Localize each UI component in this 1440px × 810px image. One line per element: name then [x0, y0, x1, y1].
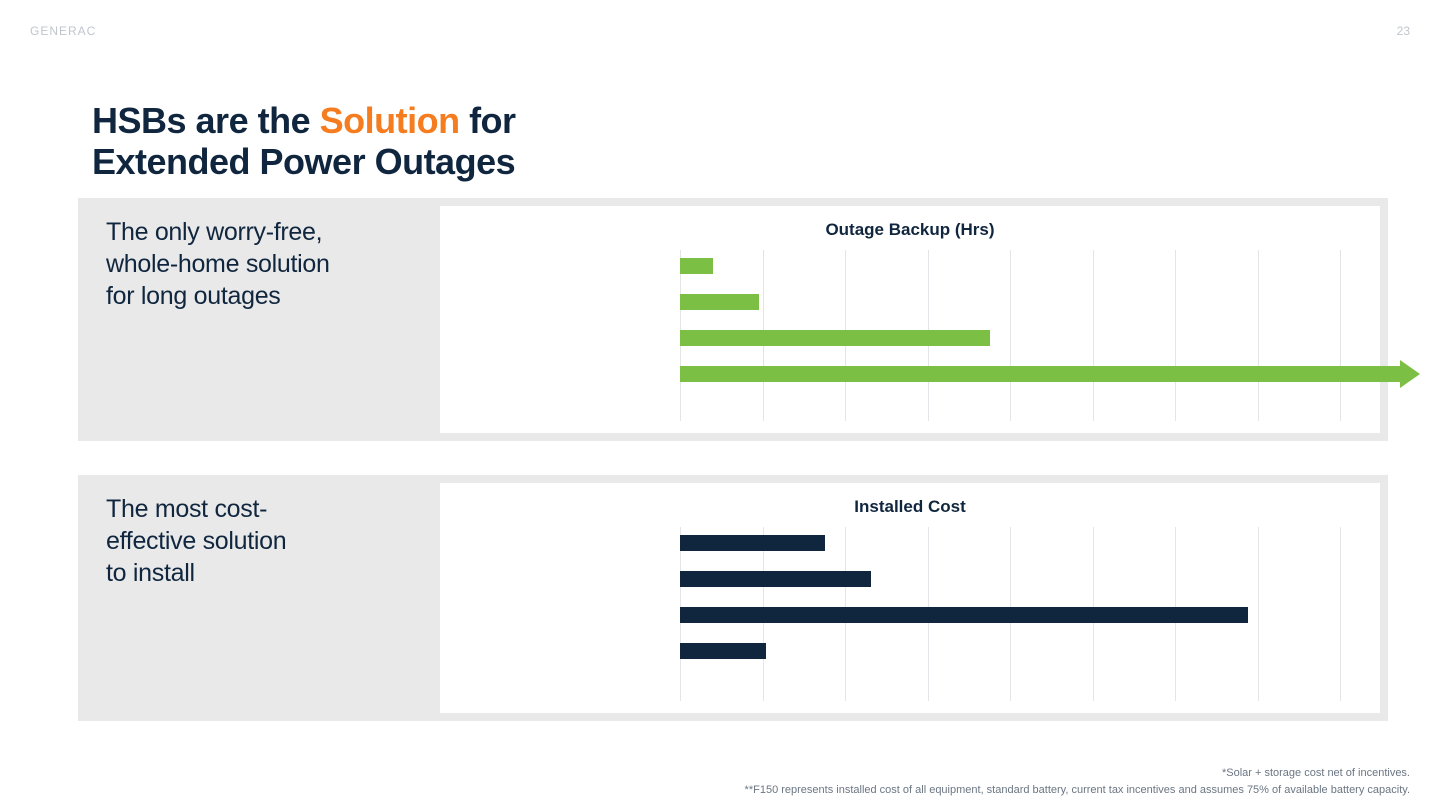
panel-cost-line3: to install [106, 559, 195, 587]
chart-outage-title: Outage Backup (Hrs) [440, 220, 1380, 240]
chart-gridline [1093, 250, 1094, 421]
chart-bar [680, 330, 990, 346]
panel-cost: The most cost- effective solution to ins… [78, 475, 1388, 721]
chart-bar [680, 643, 766, 659]
title-line2: Extended Power Outages [92, 141, 515, 182]
chart-gridline [1175, 250, 1176, 421]
chart-cost-area [440, 527, 1380, 701]
title-prefix: HSBs are the [92, 100, 320, 141]
panel-outage-text: The only worry-free, whole-home solution… [106, 216, 330, 312]
chart-cost: Installed Cost [440, 483, 1380, 713]
panel-outage-line1: The only worry-free, [106, 218, 322, 246]
panel-cost-line1: The most cost- [106, 495, 267, 523]
footnotes: *Solar + storage cost net of incentives.… [745, 765, 1410, 800]
slide-page: GENERAC 23 HSBs are the Solution for Ext… [0, 0, 1440, 810]
chart-outage-area [440, 250, 1380, 421]
page-number: 23 [1397, 24, 1410, 38]
panel-cost-text: The most cost- effective solution to ins… [106, 493, 286, 589]
panel-cost-line2: effective solution [106, 527, 286, 555]
panel-outage: The only worry-free, whole-home solution… [78, 198, 1388, 441]
brand-label: GENERAC [30, 24, 96, 38]
arrow-head-icon [1400, 360, 1420, 388]
title-accent: Solution [320, 100, 460, 141]
chart-cost-title: Installed Cost [440, 497, 1380, 517]
panel-outage-line2: whole-home solution [106, 250, 330, 278]
chart-bar [680, 535, 825, 551]
chart-bar [680, 258, 713, 274]
chart-gridline [1258, 250, 1259, 421]
chart-gridline [1340, 250, 1341, 421]
panel-outage-line3: for long outages [106, 282, 281, 310]
footnote-2: **F150 represents installed cost of all … [745, 782, 1410, 800]
chart-outage: Outage Backup (Hrs) [440, 206, 1380, 433]
slide-title: HSBs are the Solution for Extended Power… [92, 100, 516, 183]
chart-gridline [1258, 527, 1259, 701]
chart-bar [680, 571, 871, 587]
title-suffix: for [460, 100, 516, 141]
chart-bar [680, 607, 1248, 623]
chart-gridline [1340, 527, 1341, 701]
footnote-1: *Solar + storage cost net of incentives. [745, 765, 1410, 783]
chart-bar [680, 294, 759, 310]
chart-gridline [1010, 250, 1011, 421]
chart-bar-arrow [680, 366, 1400, 382]
